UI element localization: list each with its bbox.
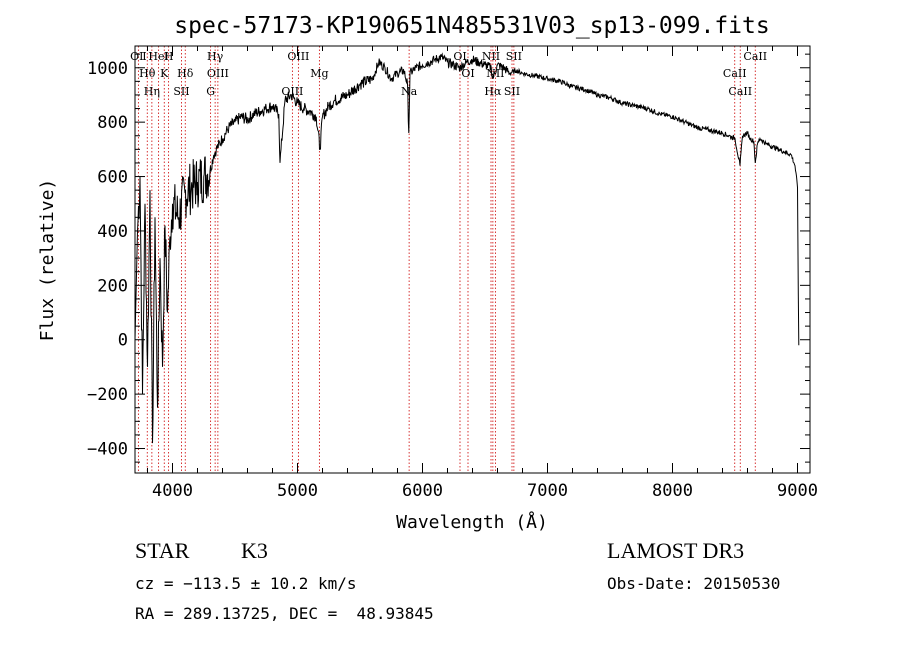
- x-tick-label-0: 4000: [152, 481, 193, 501]
- line-label-24: CaII: [743, 50, 767, 63]
- x-tick-label-2: 6000: [402, 481, 443, 501]
- y-tick-label-3: 200: [97, 276, 128, 296]
- line-labels: OⅡHθHηHeIKSIIHHδGHγOIIIOIIIOIIIMgNaOIOIH…: [130, 50, 767, 98]
- line-label-10: OIII: [207, 67, 229, 80]
- line-label-22: CaII: [723, 67, 747, 80]
- y-tick-label-5: 600: [97, 168, 128, 188]
- line-label-1: Hθ: [139, 67, 156, 80]
- line-label-16: OI: [461, 67, 474, 80]
- y-tick-label-6: 800: [97, 113, 128, 133]
- object-class: STAR: [135, 538, 190, 563]
- redshift-info: cz = −113.5 ± 10.2 km/s: [135, 574, 357, 593]
- line-label-6: H: [164, 50, 174, 63]
- line-label-23: CaII: [728, 85, 752, 98]
- y-axis-label: Flux (relative): [37, 179, 58, 342]
- line-markers: [137, 46, 756, 473]
- spectrum-line: [134, 52, 800, 444]
- coordinates: RA = 289.13725, DEC = 48.93845: [135, 604, 434, 623]
- line-label-2: Hη: [144, 85, 160, 98]
- line-label-3: HeI: [148, 50, 168, 63]
- observation-date: Obs-Date: 20150530: [607, 574, 781, 593]
- chart-title: spec-57173-KP190651N485531V03_sp13-099.f…: [174, 13, 769, 39]
- x-tick-label-3: 7000: [527, 481, 568, 501]
- x-tick-label-5: 9000: [777, 481, 818, 501]
- y-tick-label-4: 400: [97, 222, 128, 242]
- line-label-13: Mg: [310, 67, 328, 80]
- line-label-11: OIII: [281, 85, 303, 98]
- object-subclass: K3: [241, 538, 268, 563]
- line-label-14: Na: [401, 85, 418, 98]
- line-label-19: NII: [486, 67, 504, 80]
- x-tick-label-1: 5000: [277, 481, 318, 501]
- plot-frame: [134, 45, 811, 474]
- line-label-8: G: [206, 85, 215, 98]
- line-label-0: OⅡ: [130, 50, 147, 63]
- line-label-9: Hγ: [207, 50, 224, 63]
- y-tick-label-1: −200: [87, 385, 128, 405]
- y-tick-label-2: 0: [118, 331, 128, 351]
- line-label-4: K: [160, 67, 169, 80]
- x-tick-label-4: 8000: [652, 481, 693, 501]
- survey-name: LAMOST DR3: [607, 538, 745, 563]
- y-tick-label-0: −400: [87, 440, 128, 460]
- line-label-5: SII: [173, 85, 189, 98]
- y-tick-label-7: 1000: [87, 59, 128, 79]
- line-label-15: OI: [453, 50, 466, 63]
- line-label-20: SII: [504, 85, 520, 98]
- line-label-7: Hδ: [177, 67, 194, 80]
- y-axis: −400 −200 0 200 400 600 800 1000: [87, 53, 810, 463]
- line-label-18: NII: [482, 50, 500, 63]
- line-label-17: Hα: [484, 85, 502, 98]
- x-axis: 4000 5000 6000 7000 8000 9000: [147, 46, 818, 501]
- line-label-12: OIII: [287, 50, 309, 63]
- line-label-21: SII: [506, 50, 522, 63]
- x-axis-label: Wavelength (Å): [396, 511, 548, 533]
